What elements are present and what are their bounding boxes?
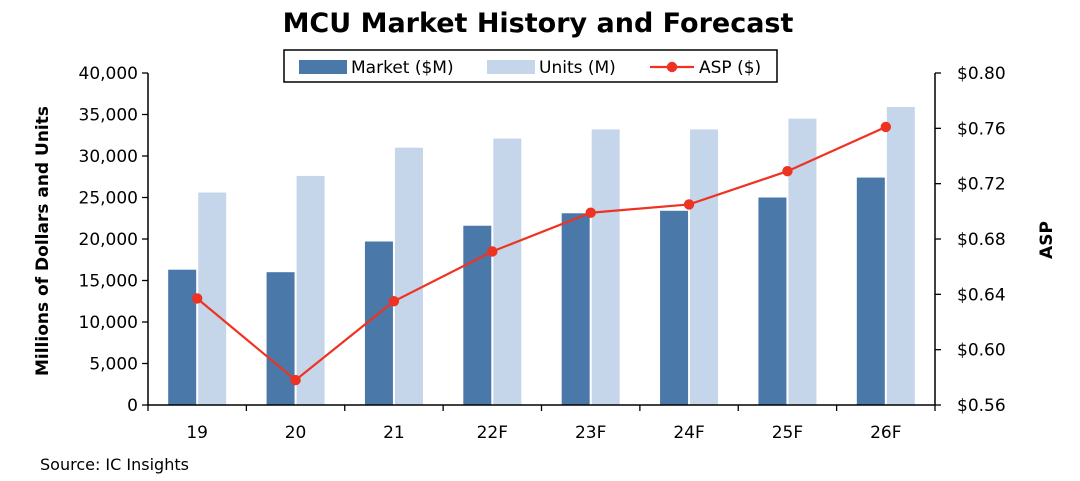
legend-label-market: Market ($M) — [351, 58, 454, 78]
y-right-tick-label: $0.64 — [957, 285, 1006, 305]
asp-line-group — [191, 121, 892, 386]
x-tick-label: 26F — [870, 423, 901, 443]
y-tick-label: 5,000 — [89, 355, 138, 375]
asp-series-line — [196, 125, 887, 382]
x-tick-label: 20 — [285, 423, 307, 443]
bar-units-22F — [493, 138, 522, 405]
asp-point-24F — [683, 199, 695, 210]
bar-market-26F — [856, 177, 885, 405]
y-right-tick-label: $0.76 — [957, 119, 1006, 139]
x-tick-label: 19 — [186, 423, 208, 443]
bar-market-20 — [266, 272, 295, 405]
y-tick-label: 35,000 — [79, 106, 138, 126]
chart-title: MCU Market History and Forecast — [283, 8, 794, 39]
x-tick-label: 22F — [477, 423, 508, 443]
y-tick-label: 10,000 — [79, 313, 138, 333]
y-tick-label: 30,000 — [79, 147, 138, 167]
y-tick-label: 15,000 — [79, 272, 138, 292]
asp-point-21 — [388, 296, 400, 307]
legend: Market ($M) Units (M) ASP ($) — [283, 49, 778, 83]
x-tick-label: 25F — [772, 423, 803, 443]
legend-swatch-asp-marker — [666, 61, 678, 73]
bar-units-25F — [788, 118, 817, 406]
y-right-tick-label: $0.68 — [957, 230, 1006, 250]
bars-group — [168, 107, 915, 406]
bar-market-23F — [561, 213, 590, 405]
y-right-tick-label: $0.72 — [957, 175, 1006, 195]
y-axis-right-label: ASP — [1037, 221, 1057, 259]
asp-point-19 — [191, 293, 203, 304]
asp-point-20 — [290, 374, 301, 386]
bar-market-21 — [364, 241, 393, 405]
y-right-tick-label: $0.80 — [957, 64, 1006, 84]
bar-market-22F — [463, 225, 492, 405]
y-tick-label: 40,000 — [79, 64, 138, 84]
y-right-tick-label: $0.60 — [957, 341, 1006, 361]
y-tick-label: 25,000 — [79, 189, 138, 209]
bar-market-24F — [660, 210, 689, 405]
asp-point-23F — [585, 207, 596, 218]
y-right-tick-label: $0.56 — [957, 396, 1006, 416]
legend-label-asp: ASP ($) — [699, 58, 761, 78]
bar-market-19 — [168, 269, 197, 405]
asp-point-25F — [782, 166, 793, 177]
y-tick-label: 0 — [127, 396, 138, 416]
bar-market-25F — [758, 197, 787, 405]
y-axis-label: Millions of Dollars and Units — [33, 106, 53, 376]
x-tick-label: 24F — [673, 423, 704, 443]
bar-units-21 — [394, 147, 423, 405]
bar-units-20 — [296, 175, 325, 405]
x-tick-label: 21 — [383, 423, 405, 443]
y-tick-label: 20,000 — [79, 230, 138, 250]
asp-point-22F — [487, 246, 498, 257]
source-note: Source: IC Insights — [40, 455, 189, 474]
bar-units-24F — [690, 129, 719, 405]
bar-units-19 — [198, 192, 227, 405]
legend-label-units: Units (M) — [539, 58, 616, 78]
asp-point-26F — [880, 121, 892, 133]
x-tick-label: 23F — [575, 423, 606, 443]
bar-units-26F — [886, 107, 915, 405]
axes-group: 0 5,000 10,000 15,000 20,000 25,000 30,000 35,0… — [79, 64, 1006, 443]
legend-swatch-market — [299, 60, 347, 74]
bar-units-23F — [591, 129, 620, 405]
legend-swatch-units — [487, 60, 535, 74]
